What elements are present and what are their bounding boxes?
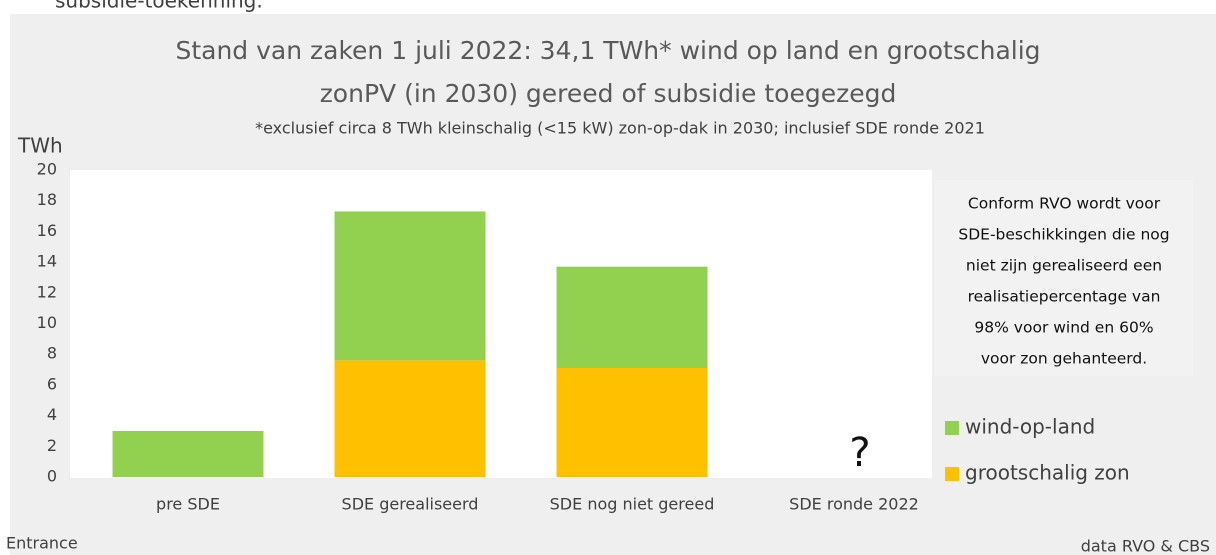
note-line: Conform RVO wordt voor bbox=[968, 195, 1161, 213]
question-mark: ? bbox=[849, 430, 870, 476]
bar-segment bbox=[112, 430, 264, 477]
note-line: 98% voor wind en 60% bbox=[974, 319, 1153, 337]
x-tick-label: SDE nog niet gereed bbox=[550, 495, 715, 514]
legend-swatch bbox=[945, 421, 959, 435]
source: data RVO & CBS bbox=[1081, 537, 1210, 555]
legend-swatch bbox=[945, 467, 959, 481]
y-axis-label: TWh bbox=[17, 134, 63, 158]
chart-title: zonPV (in 2030) gereed of subsidie toege… bbox=[320, 79, 897, 108]
y-tick-label: 2 bbox=[47, 436, 57, 455]
footer-left: Entrance bbox=[6, 534, 78, 553]
x-tick-label: pre SDE bbox=[156, 495, 220, 514]
note-line: realisatiepercentage van bbox=[968, 288, 1161, 306]
y-tick-label: 10 bbox=[37, 313, 57, 332]
bar-segment bbox=[334, 360, 486, 477]
x-tick-label: SDE ronde 2022 bbox=[789, 495, 919, 514]
y-tick-label: 12 bbox=[37, 282, 57, 301]
chart-title: Stand van zaken 1 juli 2022: 34,1 TWh* w… bbox=[175, 36, 1040, 65]
chart-subtitle: *exclusief circa 8 TWh kleinschalig (<15… bbox=[255, 119, 985, 138]
y-tick-label: 16 bbox=[37, 221, 57, 240]
plot-area bbox=[70, 170, 932, 478]
y-tick-label: 18 bbox=[37, 190, 57, 209]
note-box bbox=[935, 180, 1193, 376]
caption-fragment: subsidie-toekenning. bbox=[55, 0, 263, 13]
bar-segment bbox=[556, 368, 708, 477]
bar-segment bbox=[334, 211, 486, 361]
y-tick-label: 14 bbox=[37, 252, 57, 271]
y-tick-label: 6 bbox=[47, 374, 57, 393]
note-line: voor zon gehanteerd. bbox=[981, 350, 1147, 368]
y-tick-label: 20 bbox=[37, 160, 57, 179]
bar-segment bbox=[556, 266, 708, 369]
note-line: niet zijn gerealiseerd een bbox=[966, 257, 1162, 275]
y-tick-label: 0 bbox=[47, 467, 57, 486]
note-line: SDE-beschikkingen die nog bbox=[958, 226, 1169, 244]
legend-label: wind-op-land bbox=[965, 415, 1095, 439]
x-tick-label: SDE gerealiseerd bbox=[342, 495, 479, 514]
y-tick-label: 8 bbox=[47, 344, 57, 363]
legend-label: grootschalig zon bbox=[965, 461, 1130, 485]
y-tick-label: 4 bbox=[47, 405, 57, 424]
